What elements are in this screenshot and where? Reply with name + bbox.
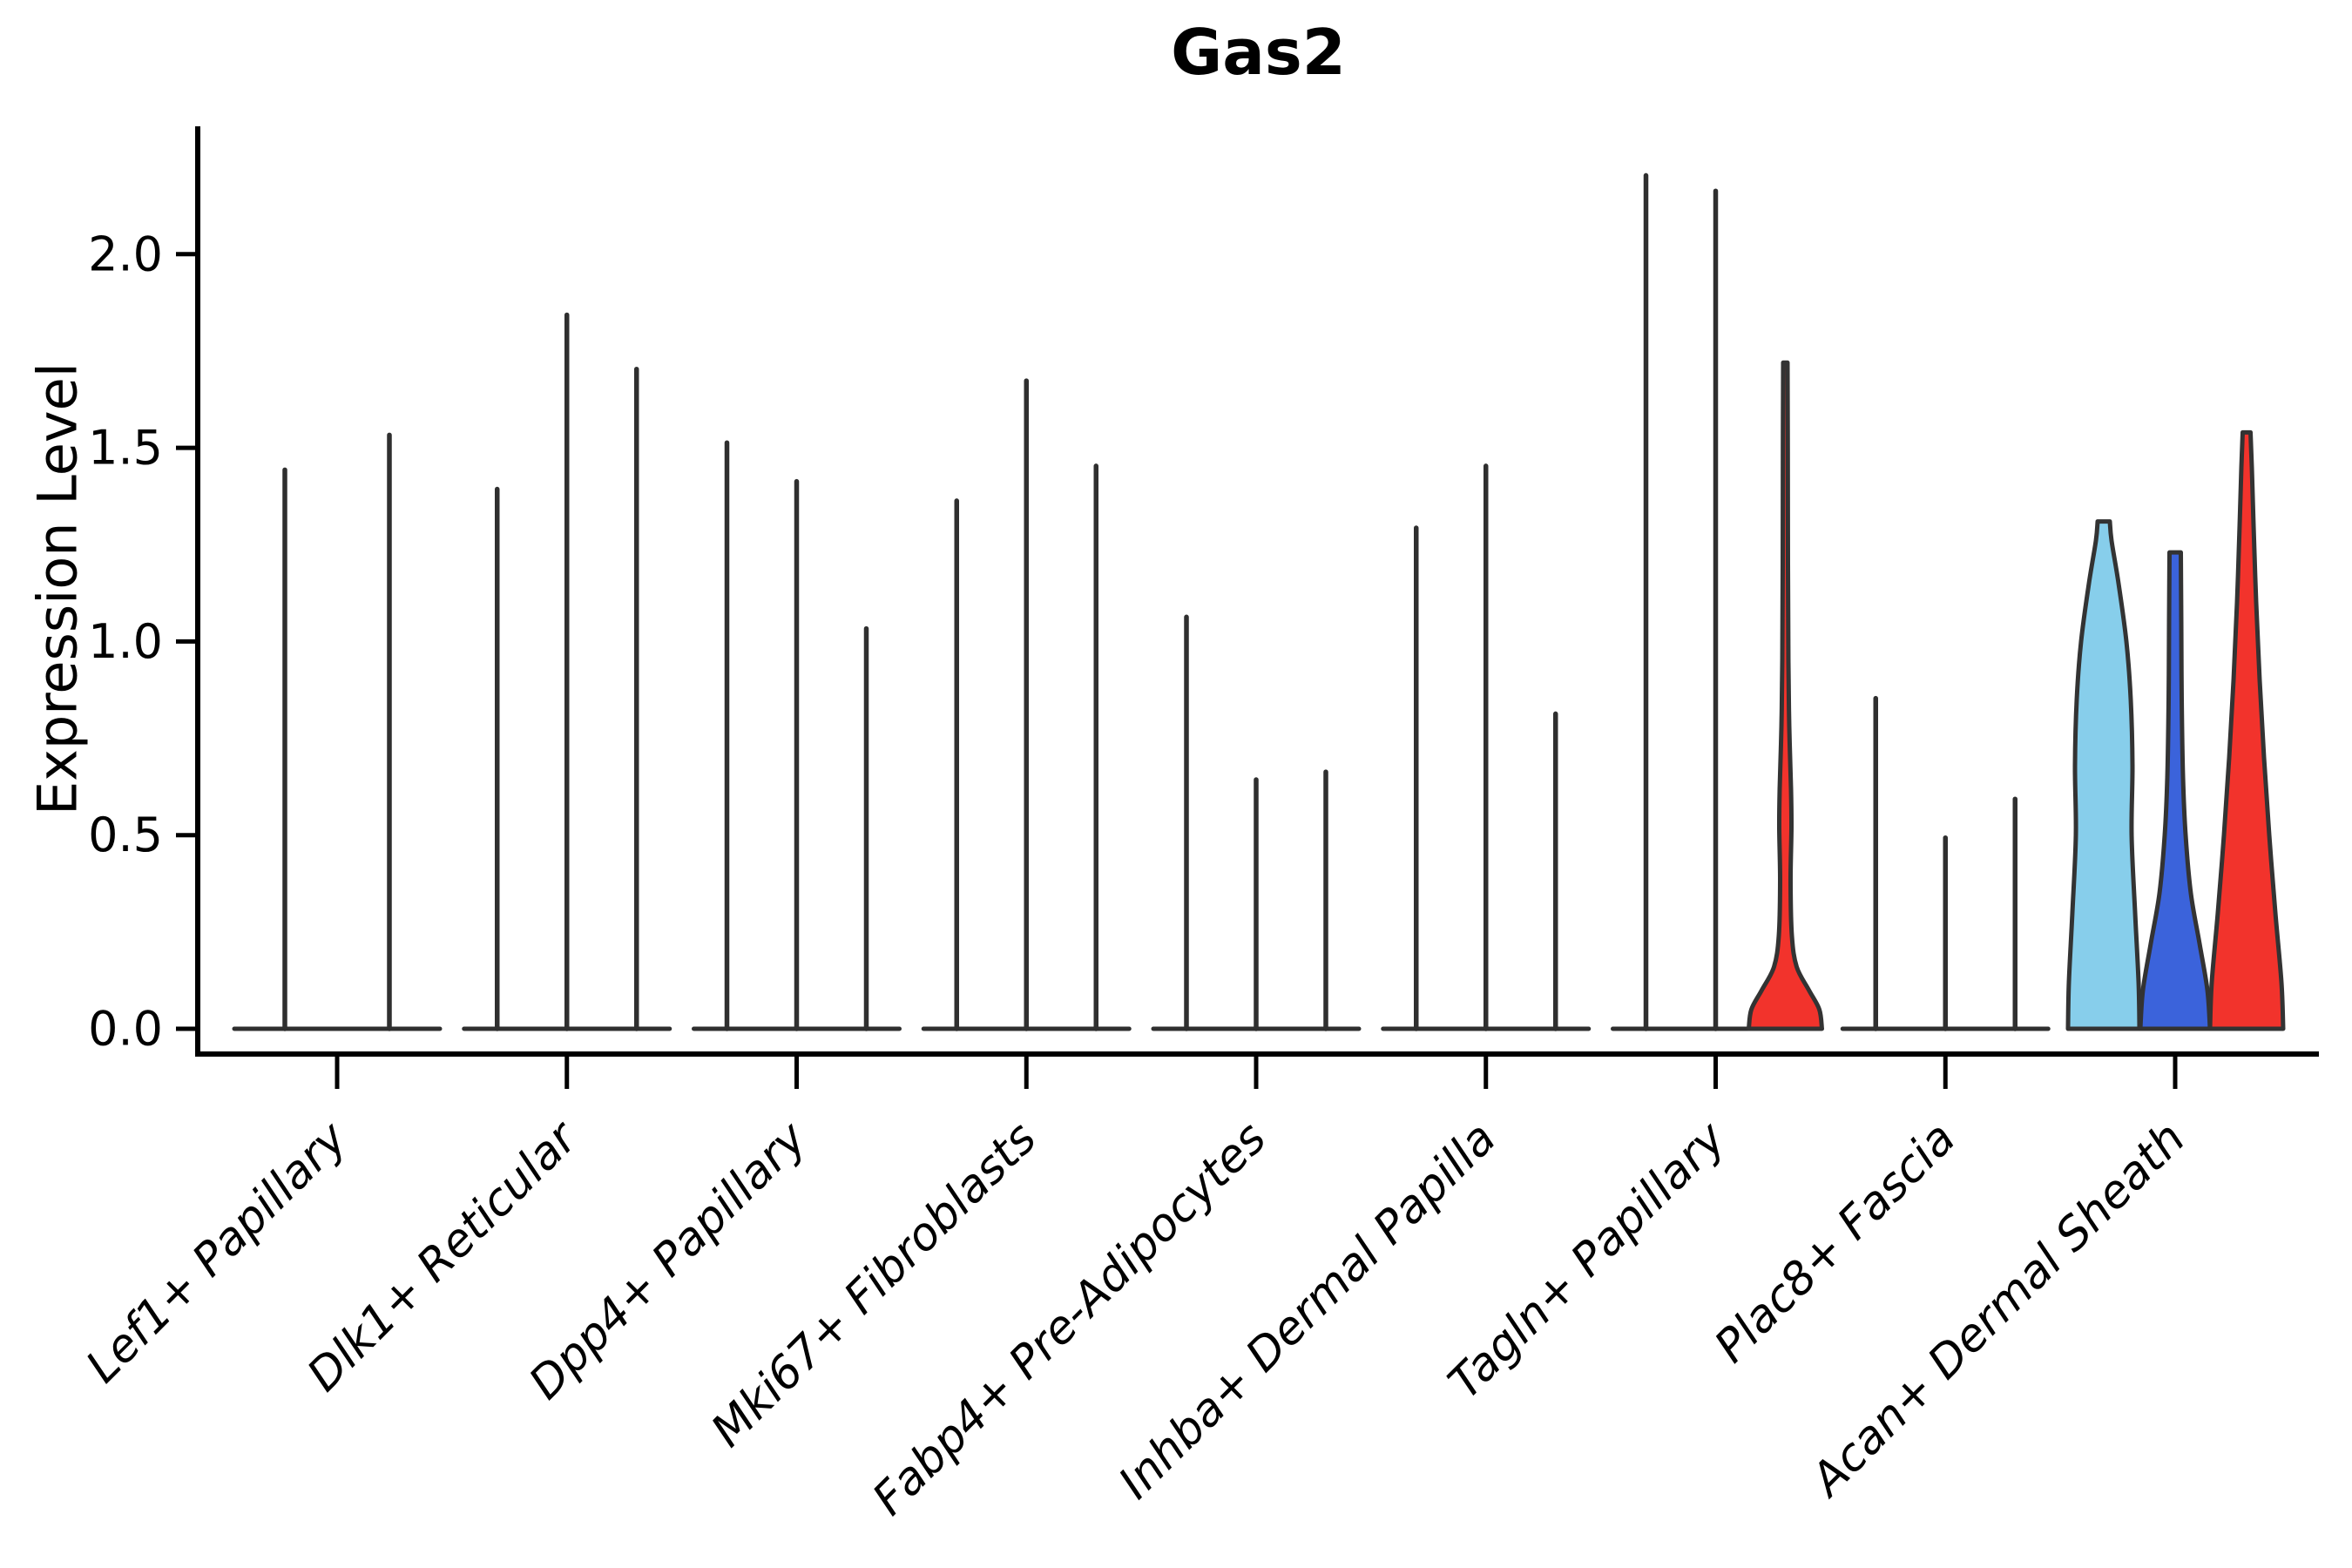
- chart-title: Gas2: [1171, 16, 1346, 89]
- x-tick-label: Inhba+ Dermal Papilla: [1109, 1112, 1506, 1510]
- y-tick-label: 1.5: [88, 421, 163, 476]
- violin-shape: [2207, 429, 2286, 1031]
- y-tick-label: 0.0: [88, 1002, 163, 1057]
- violin-shape: [2138, 550, 2213, 1031]
- x-tick-label: Plac8+ Fascia: [1705, 1112, 1965, 1373]
- violin-shape: [1747, 360, 1824, 1031]
- x-tick-label: Acan+ Dermal Sheath: [1800, 1112, 2195, 1508]
- y-tick-label: 2.0: [88, 226, 163, 281]
- y-axis-title: Expression Level: [25, 362, 90, 815]
- violin-shape: [2065, 519, 2142, 1031]
- y-tick-label: 0.5: [88, 808, 163, 862]
- y-tick-label: 1.0: [88, 614, 163, 669]
- x-tick-label: Fabp4+ Pre-Adipocytes: [863, 1112, 1277, 1526]
